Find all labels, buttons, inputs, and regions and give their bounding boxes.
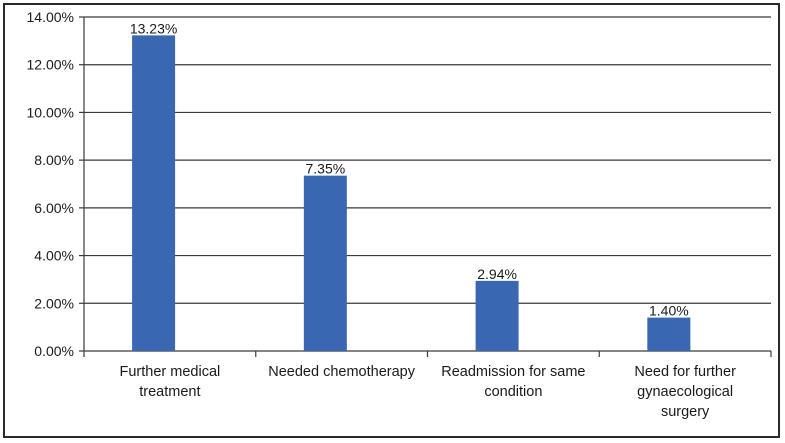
x-category-label: treatment — [139, 384, 200, 400]
bar — [647, 317, 691, 351]
data-labels: 13.23% 7.35% 2.94% 1.40% — [130, 20, 689, 318]
bar — [303, 175, 347, 351]
y-axis: 0.00% 2.00% 4.00% 6.00% 8.00% 10.00% 12.00% 14.… — [27, 9, 85, 359]
x-category-label: Need for further — [634, 364, 736, 380]
y-tick-label: 6.00% — [34, 200, 74, 216]
data-label: 2.94% — [477, 266, 517, 282]
data-label: 1.40% — [649, 303, 689, 319]
x-category-label: Needed chemotherapy — [268, 364, 415, 380]
x-axis: Further medical treatment Needed chemother… — [83, 350, 772, 420]
y-tick-label: 4.00% — [34, 248, 74, 264]
bar — [132, 35, 176, 352]
x-category-label: condition — [484, 384, 542, 400]
y-tick-label: 0.00% — [34, 343, 74, 359]
x-category-label: surgery — [661, 404, 710, 420]
data-label: 7.35% — [305, 161, 345, 177]
y-tick-label: 12.00% — [27, 57, 74, 73]
x-category-label: Readmission for same — [441, 364, 585, 380]
y-tick-label: 8.00% — [34, 152, 74, 168]
x-category-label: gynaecological — [637, 384, 733, 400]
gridlines — [84, 16, 771, 304]
y-tick-label: 2.00% — [34, 295, 74, 311]
bars — [132, 35, 691, 352]
bar — [475, 280, 519, 351]
y-tick-label: 10.00% — [27, 104, 74, 120]
y-tick-label: 14.00% — [27, 9, 74, 25]
data-label: 13.23% — [130, 20, 177, 36]
x-category-label: Further medical — [120, 364, 221, 380]
